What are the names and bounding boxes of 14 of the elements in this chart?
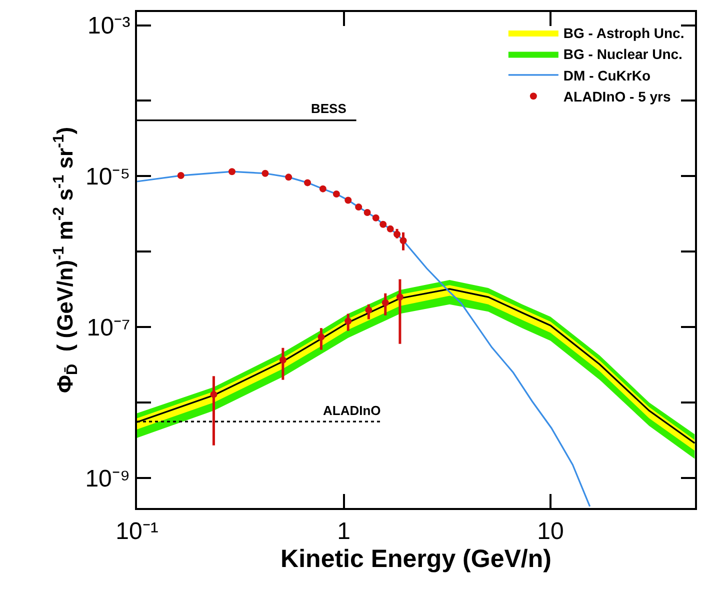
annotation: BESS [311, 101, 347, 116]
x-axis-title: Kinetic Energy (GeV/n) [280, 544, 552, 573]
legend-label: BG - Astroph Unc. [563, 25, 684, 42]
y-tick-label: 10⁻³ [88, 12, 130, 40]
x-tick-label: 10⁻¹ [116, 518, 158, 545]
x-tick-label: 1 [337, 518, 350, 545]
legend-label: BG - Nuclear Unc. [563, 46, 682, 62]
legend-label: ALADInO - 5 yrs [563, 88, 671, 105]
legend-label: DM - CuKrKo [563, 67, 651, 84]
x-tick-label: 10 [537, 518, 564, 545]
y-tick-label: 10⁻⁹ [85, 465, 130, 492]
y-tick-label: 10⁻⁷ [86, 314, 130, 342]
annotation: ALADInO [323, 403, 381, 418]
y-tick-label: 10⁻⁵ [86, 164, 130, 191]
